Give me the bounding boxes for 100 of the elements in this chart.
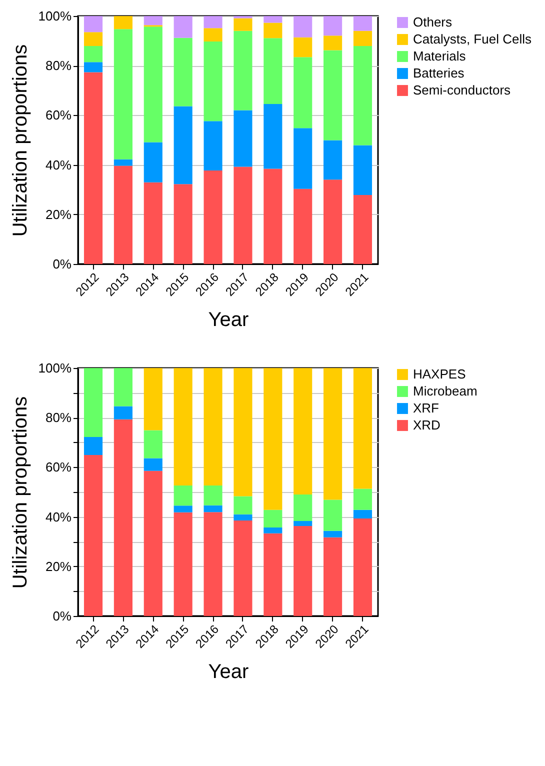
bar	[84, 368, 103, 437]
bar	[204, 486, 222, 506]
legend-label: XRF	[413, 400, 440, 416]
y-tick-label: 100%	[38, 360, 72, 376]
bar	[264, 22, 282, 38]
bar	[264, 527, 282, 534]
y-tick-label: 80%	[45, 58, 72, 74]
bar	[114, 16, 132, 30]
legend-label: HAXPES	[413, 366, 466, 382]
bar	[353, 16, 372, 31]
bar	[324, 50, 342, 140]
bar	[114, 159, 132, 166]
y-axis-title: Utilization proportions	[9, 44, 32, 237]
bar	[234, 18, 252, 31]
bar	[264, 168, 282, 264]
bar	[234, 30, 252, 110]
bar	[204, 16, 222, 28]
y-tick-label: 0%	[52, 608, 72, 624]
bar	[144, 182, 162, 264]
x-axis-title: Year	[208, 309, 250, 332]
bar	[204, 42, 222, 122]
bar	[264, 104, 282, 169]
legend-label: Others	[413, 14, 453, 30]
bar	[174, 506, 192, 512]
y-tick-label: 60%	[45, 460, 72, 475]
bar	[204, 28, 222, 42]
bar	[114, 419, 132, 616]
legend-label: Semi-conductors	[413, 82, 512, 98]
bar	[294, 368, 312, 494]
bar	[353, 145, 372, 196]
y-tick-label: 100%	[38, 8, 72, 24]
bar	[144, 26, 162, 142]
bar	[353, 46, 372, 146]
y-axis-title: Utilization proportions	[9, 396, 32, 589]
bar	[174, 368, 192, 486]
bar	[353, 510, 372, 519]
bar	[174, 16, 192, 38]
bar	[84, 16, 103, 32]
bar	[204, 505, 222, 512]
bar	[324, 36, 342, 50]
bar	[84, 436, 103, 456]
y-tick-label: 20%	[45, 558, 72, 574]
bar	[84, 455, 103, 616]
bar	[204, 170, 222, 264]
y-tick-label: 20%	[45, 206, 72, 222]
bar	[324, 16, 342, 36]
bar	[234, 514, 252, 521]
bar	[144, 16, 162, 26]
bar	[114, 29, 132, 160]
bar	[144, 142, 162, 182]
bar	[324, 368, 342, 500]
bar	[204, 368, 222, 486]
bar	[264, 16, 282, 23]
bar	[294, 57, 312, 128]
bar	[144, 368, 162, 430]
bar	[353, 30, 372, 46]
bar	[294, 128, 312, 189]
bar	[114, 406, 132, 420]
bar	[84, 62, 103, 72]
bar	[84, 72, 103, 264]
bar	[144, 470, 162, 616]
bar	[174, 184, 192, 264]
bar	[353, 368, 372, 489]
bar	[264, 368, 282, 510]
bar	[324, 140, 342, 180]
x-axis-title: Year	[208, 661, 250, 684]
bar	[294, 37, 312, 58]
bar	[174, 38, 192, 106]
legend-label: Catalysts, Fuel Cells	[413, 32, 532, 46]
bar	[234, 110, 252, 167]
legend-label: Microbeam	[413, 384, 478, 398]
legend-label: Batteries	[413, 66, 465, 80]
bar	[114, 368, 132, 406]
bar	[144, 430, 162, 458]
bar	[264, 38, 282, 104]
bar	[294, 16, 312, 38]
bar	[353, 488, 372, 510]
y-tick-label: 80%	[45, 410, 72, 426]
y-tick-label: 60%	[45, 108, 72, 123]
bar	[84, 32, 103, 46]
bar	[204, 512, 222, 616]
bar	[174, 106, 192, 184]
bar	[353, 195, 372, 264]
bar	[324, 537, 342, 616]
bar	[324, 530, 342, 538]
bar	[324, 180, 342, 264]
bar	[144, 458, 162, 471]
bar	[234, 368, 252, 496]
bar	[264, 533, 282, 616]
bar	[174, 486, 192, 506]
bar	[324, 500, 342, 531]
bar	[114, 166, 132, 264]
bar	[234, 520, 252, 616]
bar	[294, 188, 312, 264]
y-tick-label: 40%	[45, 509, 72, 524]
bar	[84, 46, 103, 62]
bar	[204, 121, 222, 171]
bar	[234, 166, 252, 264]
legend-label: XRD	[413, 418, 440, 432]
bar	[234, 496, 252, 514]
